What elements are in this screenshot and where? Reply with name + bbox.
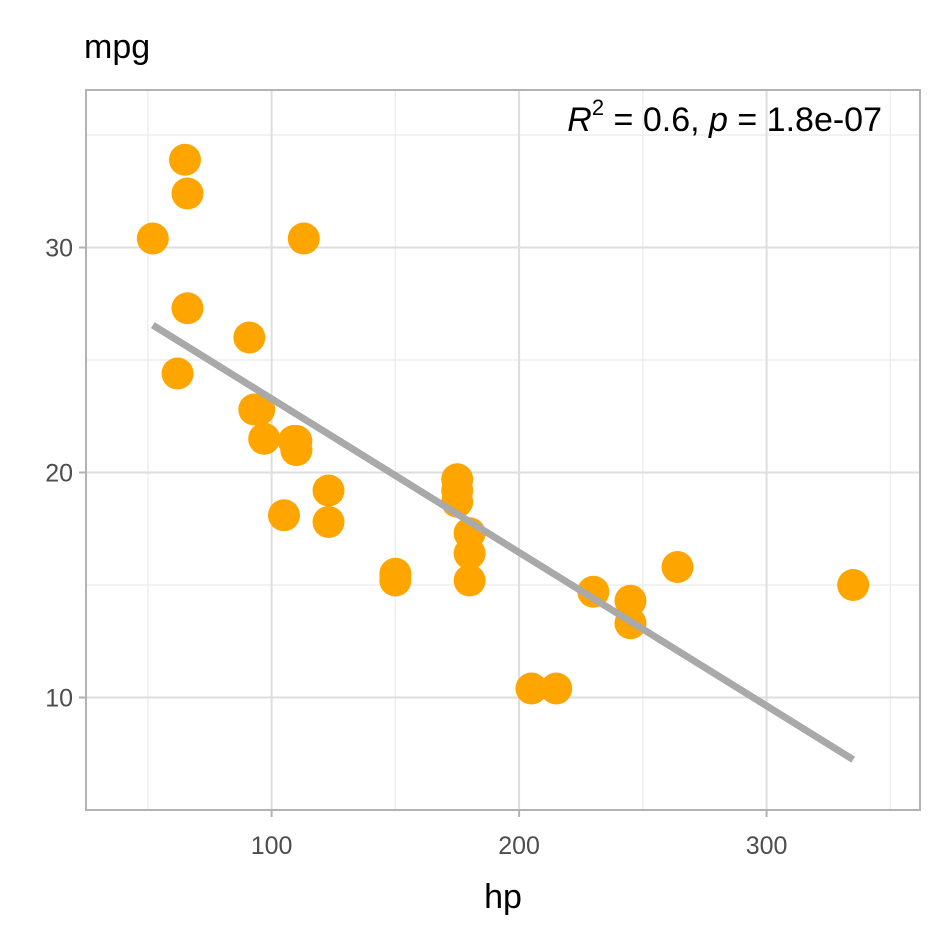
data-point [171,292,204,325]
x-tick-label: 200 [498,832,540,860]
data-point [243,393,276,426]
data-points [136,143,870,705]
data-point [515,672,548,705]
y-axis-title: mpg [84,28,150,66]
y-axis-ticks: 10 20 30 [45,235,86,713]
data-point [441,463,474,496]
data-point [233,321,266,354]
r2-superscript: 2 [592,95,604,120]
p-value: = 1.8e-07 [728,101,882,139]
data-point [312,506,345,538]
data-point [136,222,169,255]
x-tick-label: 100 [251,832,293,860]
data-point [614,584,647,617]
y-axis-title-group: mpg [84,28,150,66]
regression-line [150,322,856,763]
data-point [171,177,204,210]
plot-panel-background [86,90,920,810]
data-point [540,672,573,705]
data-point [168,143,201,176]
regression-line-group [150,322,856,763]
data-point [661,551,694,583]
stats-annotation: R2 = 0.6, p = 1.8e-07 [567,95,882,139]
data-point [161,357,194,390]
x-axis-title: hp [484,878,522,916]
grid-minor [86,90,920,810]
data-point [248,422,281,455]
data-point [267,499,300,532]
y-tick-label: 10 [45,685,73,713]
y-tick-label: 20 [45,460,73,488]
plot-panel-border [85,89,921,811]
x-axis-ticks: 100 200 300 [251,810,788,860]
data-point [277,425,310,457]
x-tick-label: 300 [746,832,788,860]
data-point [453,564,486,597]
r2-label: R [567,101,592,139]
r2-value: = 0.6, [604,101,709,139]
data-point [837,569,870,601]
data-point [379,564,412,597]
data-point [287,222,320,255]
y-tick-label: 30 [45,235,73,263]
data-point [312,474,345,507]
p-label: p [708,101,728,139]
